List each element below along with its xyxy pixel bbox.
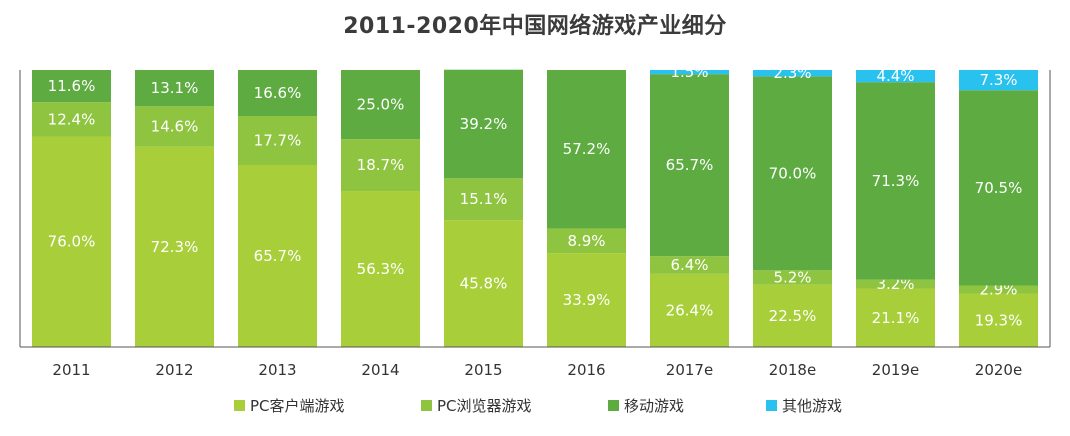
bar-segment-2014-s0 (341, 191, 420, 347)
data-label-2013-s2: 16.6% (254, 84, 302, 102)
data-label-2018e-s3: 2.3% (773, 64, 811, 82)
bar-segment-2020e-s1 (959, 285, 1038, 294)
data-label-2018e-s1: 5.2% (773, 268, 811, 286)
bar-segment-2018e-s3 (753, 70, 832, 77)
bar-segment-2020e-s3 (959, 70, 1038, 91)
data-label-2020e-s3: 7.3% (979, 71, 1017, 89)
bar-segment-2015-s1 (444, 178, 523, 221)
data-label-2016-s0: 33.9% (563, 291, 611, 309)
bar-segment-2012-s2 (135, 70, 214, 107)
bar-segment-2019e-s2 (856, 82, 935, 280)
x-tick-label-2015: 2015 (464, 361, 502, 379)
data-label-2013-s0: 65.7% (254, 247, 302, 265)
x-tick-label-2013: 2013 (258, 361, 296, 379)
data-label-2012-s2: 13.1% (151, 79, 199, 97)
chart-title: 2011-2020年中国网络游戏产业细分 (343, 14, 727, 39)
data-label-2017e-s3: 1.5% (670, 63, 708, 81)
x-tick-label-2011: 2011 (52, 361, 90, 379)
bar-segment-2020e-s0 (959, 293, 1038, 347)
legend-label: PC客户端游戏 (250, 396, 345, 415)
bar-segment-2017e-s2 (650, 74, 729, 257)
legend-label: PC浏览器游戏 (437, 396, 532, 415)
legend-label: 其他游戏 (782, 396, 843, 415)
bar-segment-2018e-s2 (753, 76, 832, 271)
bar-segment-2019e-s3 (856, 70, 935, 83)
bar-segment-2011-s1 (32, 102, 111, 137)
data-label-2015-s1: 15.1% (460, 190, 508, 208)
bar-segment-2018e-s1 (753, 270, 832, 285)
data-label-2019e-s3: 4.4% (876, 67, 914, 85)
bar-segment-2014-s1 (341, 139, 420, 192)
data-label-2012-s0: 72.3% (151, 238, 199, 256)
x-tick-label-2019e: 2019e (872, 361, 919, 379)
bar-segment-2011-s2 (32, 70, 111, 103)
data-label-2014-s0: 56.3% (357, 260, 405, 278)
bar-segment-2015-s2 (444, 69, 523, 179)
data-label-2014-s1: 18.7% (357, 156, 405, 174)
data-label-2017e-s2: 65.7% (666, 156, 714, 174)
legend-item-3: 其他游戏 (766, 394, 842, 416)
data-label-2020e-s0: 19.3% (975, 311, 1023, 329)
data-label-2018e-s2: 70.0% (769, 164, 817, 182)
data-label-2018e-s0: 22.5% (769, 307, 817, 325)
data-label-2016-s1: 8.9% (567, 232, 605, 250)
x-tick-label-2018e: 2018e (769, 361, 816, 379)
bar-segment-2013-s0 (238, 165, 317, 347)
data-label-2016-s2: 57.2% (563, 140, 611, 158)
legend-item-2: 移动游戏 (608, 394, 684, 416)
bar-segment-2014-s2 (341, 70, 420, 140)
chart-legend: PC客户端游戏 PC浏览器游戏 移动游戏 其他游戏 (0, 394, 1070, 418)
bar-segment-2017e-s1 (650, 256, 729, 274)
bar-segment-2012-s0 (135, 146, 214, 347)
data-label-2012-s1: 14.6% (151, 118, 199, 136)
bar-segment-2013-s1 (238, 115, 317, 166)
data-label-2015-s0: 45.8% (460, 275, 508, 293)
bar-segment-2020e-s2 (959, 90, 1038, 286)
data-label-2015-s2: 39.2% (460, 115, 508, 133)
bar-segment-2019e-s1 (856, 279, 935, 289)
bar-segment-2017e-s3 (650, 70, 729, 75)
data-label-2019e-s2: 71.3% (872, 172, 920, 190)
data-label-2011-s1: 12.4% (48, 110, 96, 128)
data-label-2020e-s2: 70.5% (975, 179, 1023, 197)
bar-segment-2019e-s0 (856, 288, 935, 347)
bar-segment-2017e-s0 (650, 273, 729, 347)
data-label-2011-s0: 76.0% (48, 233, 96, 251)
data-label-2014-s2: 25.0% (357, 96, 405, 114)
legend-swatch (608, 399, 619, 411)
bar-segment-2011-s0 (32, 136, 111, 347)
data-label-2011-s2: 11.6% (48, 77, 96, 95)
bar-segment-2016-s2 (547, 70, 626, 229)
data-label-2013-s1: 17.7% (254, 132, 302, 150)
data-label-2019e-s0: 21.1% (872, 309, 920, 327)
legend-item-0: PC客户端游戏 (234, 394, 345, 416)
x-tick-label-2014: 2014 (361, 361, 399, 379)
bar-segment-2013-s2 (238, 70, 317, 116)
bar-segment-2016-s1 (547, 228, 626, 254)
x-tick-label-2016: 2016 (567, 361, 605, 379)
bar-segment-2018e-s0 (753, 284, 832, 348)
legend-swatch (766, 399, 777, 411)
x-tick-label-2020e: 2020e (975, 361, 1022, 379)
legend-item-1: PC浏览器游戏 (421, 394, 532, 416)
data-label-2017e-s1: 6.4% (670, 256, 708, 274)
bar-segment-2015-s0 (444, 220, 523, 347)
legend-swatch (234, 399, 245, 411)
legend-swatch (421, 399, 432, 411)
x-tick-label-2017e: 2017e (666, 361, 713, 379)
bar-segment-2016-s0 (547, 253, 626, 347)
x-tick-label-2012: 2012 (155, 361, 193, 379)
bar-segment-2012-s1 (135, 106, 214, 147)
data-label-2017e-s0: 26.4% (666, 301, 714, 319)
legend-label: 移动游戏 (624, 396, 685, 415)
